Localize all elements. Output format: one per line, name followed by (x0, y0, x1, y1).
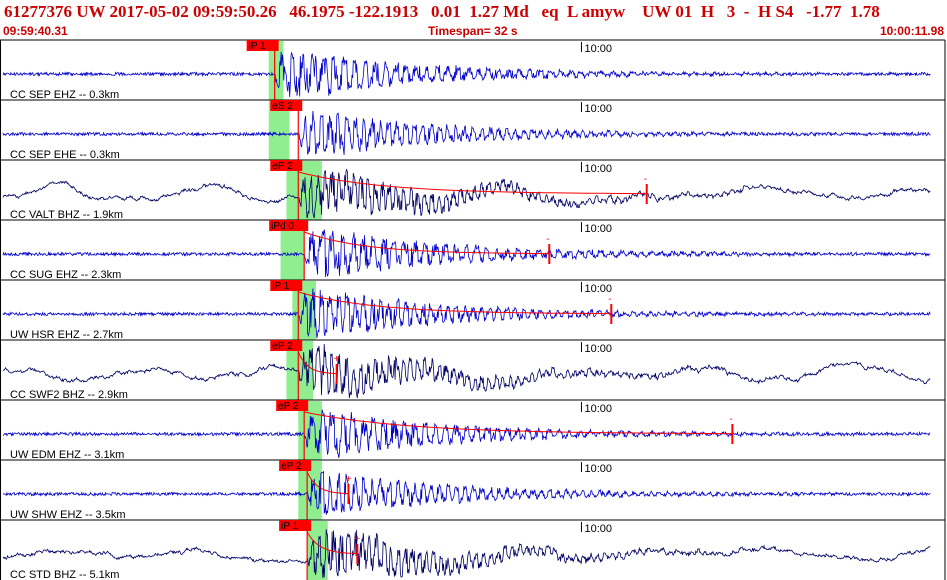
pick-label: eS 2 (272, 101, 293, 112)
coda-mark: - (608, 294, 611, 305)
event-header: 61277376 UW 2017-05-02 09:59:50.26 46.19… (0, 0, 947, 40)
start-time-label: 09:59:40.31 (3, 24, 68, 38)
waveform-trace (2, 471, 931, 515)
coda-curve (298, 291, 612, 315)
channel-label: CC SUG EHZ -- 2.3km (10, 269, 121, 281)
pick-flag (270, 100, 303, 111)
minute-tick-label: 10:00 (584, 343, 612, 355)
minute-tick-label: 10:00 (584, 163, 612, 175)
coda-mark: - (729, 414, 732, 425)
pick-flag (276, 400, 309, 411)
minute-tick-label: 10:00 (584, 43, 612, 55)
channel-label: CC VALT BHZ -- 1.9km (10, 209, 123, 221)
event-summary-title: 61277376 UW 2017-05-02 09:59:50.26 46.19… (4, 2, 880, 21)
pick-label: iP 1 (249, 41, 266, 52)
waveform-trace (2, 288, 931, 339)
pick-flag (279, 520, 312, 531)
seismogram-panel: 10:00 iP 1 CC SEP EHZ -- 0.3km 10:00 eS 2 CC … (0, 39, 946, 580)
coda-curve (306, 531, 358, 555)
channel-label: CC STD BHZ -- 5.1km (10, 569, 119, 580)
coda-mark: - (546, 234, 549, 245)
pick-label: eP 2 (272, 341, 293, 352)
waveform-trace (2, 529, 931, 579)
pick-label: iPd 0 (271, 221, 294, 232)
pick-flag (270, 160, 303, 171)
channel-label: UW HSR EHZ -- 2.7km (10, 329, 123, 341)
pick-flag (270, 280, 303, 291)
minute-tick-label: 10:00 (584, 463, 612, 475)
channel-row: 10:00 iP 1 - UW HSR EHZ -- 2.7km (0, 279, 946, 341)
waveform-trace (2, 409, 931, 459)
pick-window (268, 101, 290, 160)
minute-tick-label: 10:00 (584, 223, 612, 235)
pick-label: eP 2 (281, 461, 302, 472)
pick-window (268, 41, 284, 100)
waveform-trace (2, 168, 931, 219)
channel-row: 10:00 eP 2 + CC SWF2 BHZ -- 2.9km (0, 339, 946, 401)
coda-curve (297, 351, 337, 375)
pick-label: eP 2 (278, 401, 299, 412)
coda-mark: + (334, 354, 340, 365)
pick-flag (270, 340, 303, 351)
channel-row: 10:00 iP 1 + CC STD BHZ -- 5.1km (0, 519, 946, 580)
coda-mark: + (345, 474, 351, 485)
waveform-trace (2, 51, 931, 97)
channel-label: CC SEP EHZ -- 0.3km (10, 89, 119, 101)
pick-window (307, 521, 328, 580)
timespan-label: Timespan= 32 s (428, 24, 518, 38)
pick-window (280, 221, 305, 280)
channel-row: 10:00 eP 2 + UW SHW EHZ -- 3.5km (0, 459, 946, 521)
channel-label: UW EDM EHZ -- 3.1km (10, 449, 124, 461)
coda-curve (304, 231, 550, 255)
pick-flag (279, 460, 312, 471)
minute-tick-label: 10:00 (584, 403, 612, 415)
minute-tick-label: 10:00 (584, 283, 612, 295)
channel-row: 10:00 iPd 0 - CC SUG EHZ -- 2.3km (0, 219, 946, 281)
channel-row: 10:00 eP 2 - UW EDM EHZ -- 3.1km (0, 399, 946, 461)
coda-mark: + (354, 534, 360, 545)
pick-label: iP 1 (272, 281, 289, 292)
pick-label: iP 1 (281, 521, 298, 532)
channel-label: UW SHW EHZ -- 3.5km (10, 509, 126, 521)
coda-curve (298, 171, 647, 195)
end-time-label: 10:00:11.98 (879, 24, 944, 38)
channel-row: 10:00 iP 1 CC SEP EHZ -- 0.3km (0, 39, 946, 101)
pick-flag (269, 220, 309, 231)
channel-row: 10:00 eP 2 - CC VALT BHZ -- 1.9km (0, 159, 946, 221)
waveform-trace (2, 229, 931, 278)
coda-curve (304, 411, 733, 435)
channel-label: CC SEP EHE -- 0.3km (10, 149, 120, 161)
minute-tick-label: 10:00 (584, 523, 612, 535)
pick-label: eP 2 (272, 161, 293, 172)
minute-tick-label: 10:00 (584, 103, 612, 115)
channel-row: 10:00 eS 2 CC SEP EHE -- 0.3km (0, 99, 946, 161)
pick-window (298, 461, 322, 520)
waveform-trace (2, 343, 931, 399)
coda-curve (306, 471, 349, 495)
channel-label: CC SWF2 BHZ -- 2.9km (10, 389, 128, 401)
pick-flag (246, 40, 279, 51)
waveform-trace (2, 110, 931, 155)
coda-mark: - (644, 174, 647, 185)
